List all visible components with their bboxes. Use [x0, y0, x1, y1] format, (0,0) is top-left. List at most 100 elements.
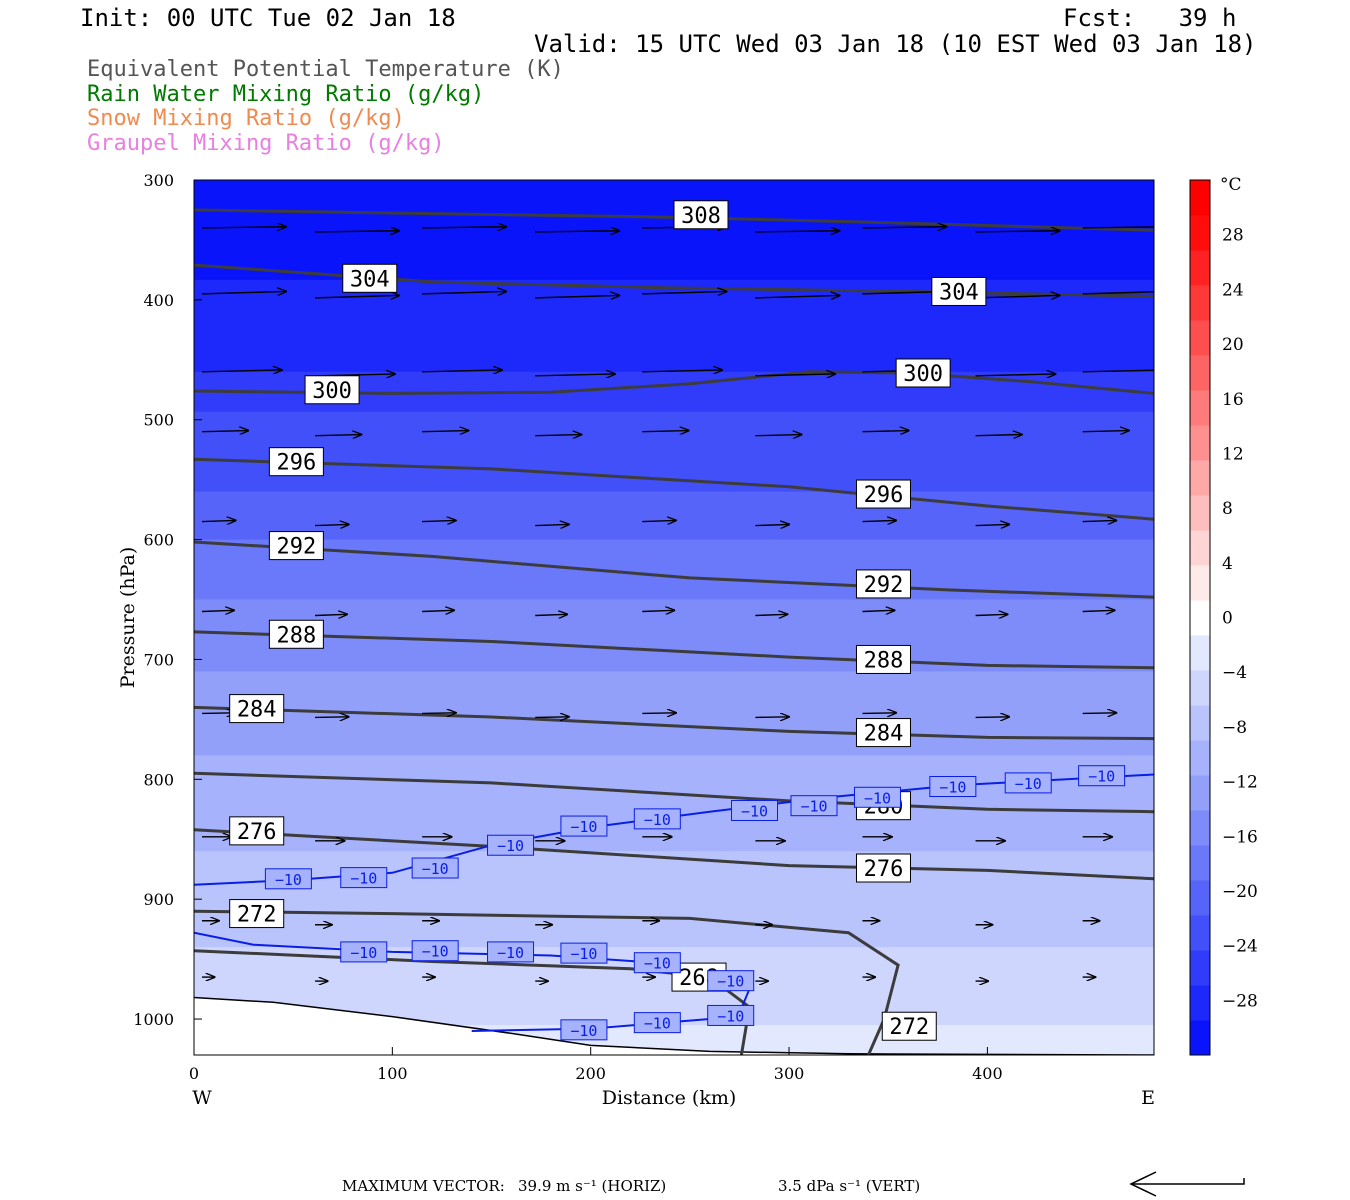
wind-arrow — [755, 231, 839, 232]
x-tick-label: 400 — [972, 1064, 1003, 1083]
wind-arrow — [535, 717, 569, 718]
colorbar-swatch — [1190, 565, 1210, 601]
temperature-band — [194, 180, 1154, 201]
temperature-band — [194, 599, 1154, 613]
colorbar: 28 24 20 16 12 8 4 0 −4 −8 −12 −16 −20 −24 −28 °C — [1189, 175, 1258, 1056]
colorbar-swatch — [1190, 355, 1210, 391]
colorbar-frame — [1189, 179, 1211, 1056]
temperature-band — [194, 923, 1154, 936]
theta-e-line — [194, 370, 1154, 395]
wind-arrow — [201, 520, 236, 521]
theta-e-label: 288 — [864, 648, 904, 673]
wind-arrow — [642, 431, 688, 432]
isotherm-label-box — [340, 867, 388, 889]
temperature-band — [194, 347, 1154, 361]
isotherm-label-box — [1078, 765, 1126, 787]
wind-arrow — [755, 614, 787, 615]
theta-e-label: 300 — [312, 379, 352, 404]
wind-arrow — [862, 520, 896, 521]
isotherm-label-box — [264, 868, 312, 890]
colorbar-swatch — [1190, 1020, 1210, 1056]
wind-arrow — [201, 370, 282, 372]
isotherm-label-box — [790, 795, 838, 817]
colorbar-swatch — [1190, 495, 1210, 531]
isotherm-label-box — [707, 970, 755, 992]
wind-arrow — [201, 431, 248, 432]
wind-vectors — [201, 227, 1154, 981]
legend-snow: Snow Mixing Ratio (g/kg) — [87, 106, 405, 131]
wind-arrow — [422, 520, 456, 521]
temperature-band — [194, 467, 1154, 481]
wind-arrow — [755, 435, 801, 436]
theta-e-line — [194, 208, 1154, 232]
isotherm-label: −10 — [497, 944, 524, 962]
theta-e-line — [194, 828, 1154, 881]
colorbar-tick-label: −28 — [1222, 991, 1258, 1011]
wind-arrow — [755, 374, 835, 376]
colorbar-tick-label: 12 — [1222, 444, 1244, 464]
isotherm-label: −10 — [1015, 775, 1042, 793]
wind-arrow — [422, 610, 454, 611]
wind-arrow — [755, 295, 839, 297]
isotherm-label-box — [487, 941, 535, 963]
legend-rain-water: Rain Water Mixing Ratio (g/kg) — [87, 82, 485, 107]
theta-e-contours — [194, 208, 1154, 1055]
y-tick-label: 400 — [143, 291, 174, 310]
temperature-band — [194, 575, 1154, 589]
wind-arrow — [862, 610, 894, 611]
ground-line — [194, 996, 1154, 1055]
x-axis-title: Distance (km) — [602, 1087, 737, 1109]
isotherm-label-box — [340, 941, 388, 963]
theta-e-line — [194, 630, 1154, 670]
temperature-band — [194, 311, 1154, 325]
isotherm-label: −10 — [570, 818, 597, 836]
wind-arrow — [975, 374, 1056, 376]
theta-e-label: 304 — [350, 267, 390, 292]
temperature-band — [194, 707, 1154, 720]
theta-e-label-box — [931, 276, 987, 306]
temperature-band — [194, 539, 1154, 553]
axes: 300 400 500 600 700 800 900 1000 0 100 200 300 400 Di… — [117, 171, 1155, 1109]
colorbar-swatch — [1190, 425, 1210, 461]
temperature-band — [194, 863, 1154, 876]
init-time: Init: 00 UTC Tue 02 Jan 18 — [80, 4, 456, 32]
theta-e-label: 296 — [276, 451, 316, 476]
temperature-band — [194, 611, 1154, 625]
below-ground — [194, 997, 1154, 1055]
colorbar-swatch — [1190, 180, 1210, 216]
colorbar-tick-label: 8 — [1222, 499, 1233, 519]
isotherm-label: −10 — [275, 871, 302, 889]
temperature-band — [194, 411, 1154, 421]
temperature-band — [194, 587, 1154, 601]
wind-arrow — [315, 614, 347, 615]
wind-arrow — [315, 717, 349, 718]
theta-e-label-box — [268, 447, 324, 477]
temperature-band — [194, 395, 1154, 405]
isotherm-label-box — [411, 940, 459, 962]
wind-arrow — [1082, 291, 1154, 295]
colorbar-swatch — [1190, 390, 1210, 426]
isotherm-label: −10 — [422, 943, 449, 961]
temperature-band — [194, 995, 1154, 1006]
isotherm-label-box — [487, 834, 535, 856]
isotherm-label: −10 — [1088, 768, 1115, 786]
temperature-fill — [194, 180, 1154, 1055]
theta-e-line — [194, 705, 1154, 741]
theta-e-label: 292 — [864, 573, 904, 598]
theta-e-label-box — [881, 1011, 937, 1041]
temperature-band — [194, 239, 1154, 261]
y-axis-title: Pressure (hPa) — [117, 547, 139, 689]
temperature-band — [194, 371, 1154, 381]
temperature-band — [194, 403, 1154, 413]
plot-frame — [193, 179, 1155, 1056]
isotherm-label: −10 — [717, 1007, 744, 1025]
isotherm-label: −10 — [350, 870, 377, 888]
temperature-band — [194, 455, 1154, 469]
wind-arrow — [1082, 713, 1117, 714]
colorbar-swatch — [1190, 950, 1210, 986]
wind-arrow — [535, 374, 615, 376]
theta-e-label-box — [855, 853, 911, 883]
theta-e-label-box — [268, 619, 324, 649]
wind-arrow — [315, 295, 399, 297]
wind-arrow — [642, 291, 726, 293]
